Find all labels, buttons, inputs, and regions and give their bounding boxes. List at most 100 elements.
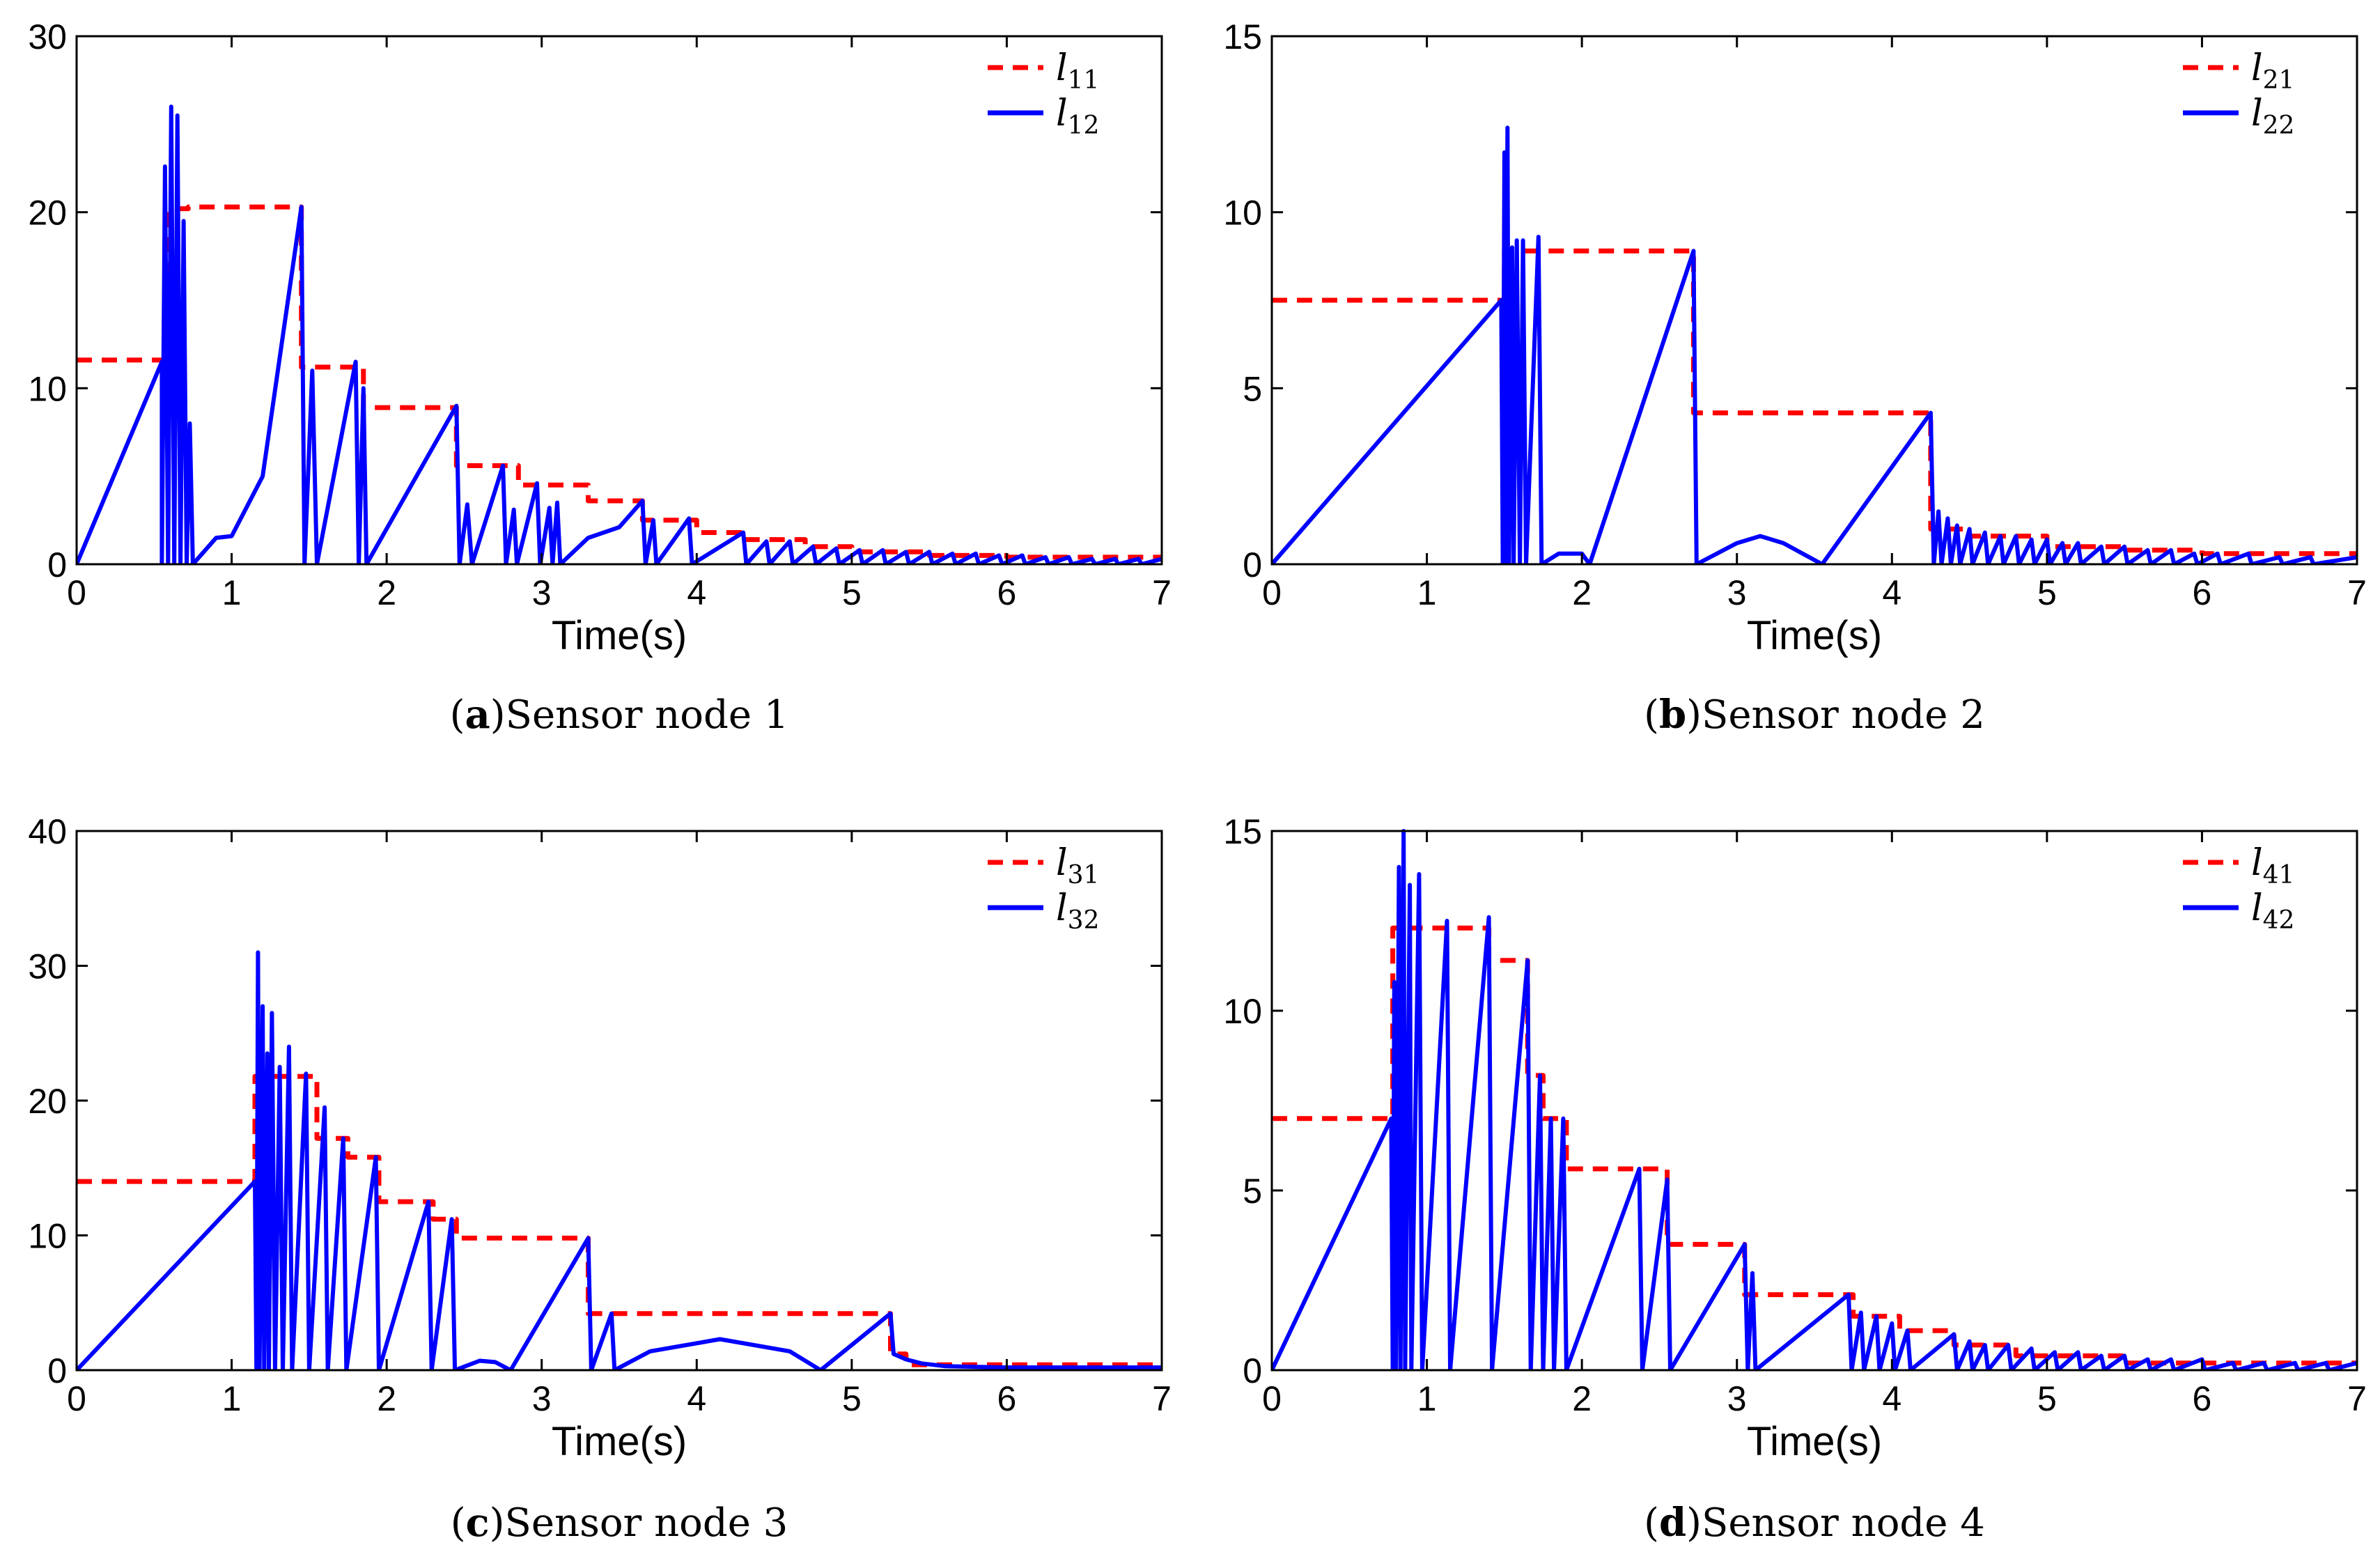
y-tick-label: 0 xyxy=(1243,545,1262,584)
legend-label-l42: l42 xyxy=(2251,887,2294,935)
series-line-l31 xyxy=(77,1073,1162,1367)
legend-label-l31: l31 xyxy=(1056,842,1099,890)
y-tick-label: 20 xyxy=(28,194,67,233)
y-tick-label: 10 xyxy=(1223,194,1262,233)
x-tick-label: 3 xyxy=(532,1379,552,1418)
x-tick-label: 5 xyxy=(842,573,862,612)
series-line-l42 xyxy=(1272,829,2357,1370)
panel-caption: (a)Sensor node 1 xyxy=(450,692,789,738)
legend-subscript: 11 xyxy=(1068,66,1100,95)
x-tick-label: 2 xyxy=(377,573,396,612)
x-tick-label: 3 xyxy=(1727,573,1747,612)
x-tick-label: 2 xyxy=(377,1379,396,1418)
caption-paren-open: ( xyxy=(1644,692,1659,738)
x-tick-label: 0 xyxy=(1262,1379,1282,1418)
x-tick-label: 6 xyxy=(997,1379,1017,1418)
x-tick-label: 3 xyxy=(1727,1379,1747,1418)
legend-symbol: l xyxy=(2251,887,2263,929)
legend-subscript: 41 xyxy=(2263,861,2295,890)
caption-tag: a xyxy=(465,692,490,738)
x-tick-label: 7 xyxy=(1152,573,1172,612)
x-tick-label: 7 xyxy=(2347,1379,2367,1418)
x-tick-label: 2 xyxy=(1572,573,1592,612)
x-axis-label: Time(s) xyxy=(1747,1419,1882,1464)
legend-symbol: l xyxy=(1056,842,1068,884)
x-tick-label: 2 xyxy=(1572,1379,1592,1418)
y-tick-label: 10 xyxy=(28,369,67,408)
caption-tag: d xyxy=(1659,1500,1686,1546)
x-tick-label: 1 xyxy=(222,1379,242,1418)
legend-symbol: l xyxy=(2251,93,2263,134)
x-tick-label: 7 xyxy=(1152,1379,1172,1418)
caption-paren-close: ) xyxy=(490,1500,505,1546)
caption-tag: c xyxy=(466,1500,490,1546)
series-line-l22 xyxy=(1272,125,2357,564)
x-tick-label: 5 xyxy=(2037,573,2057,612)
caption-paren-close: ) xyxy=(1686,692,1702,738)
legend-symbol: l xyxy=(2251,842,2263,884)
legend-symbol: l xyxy=(1056,887,1068,929)
y-tick-label: 15 xyxy=(1223,812,1262,851)
caption-text: Sensor node 4 xyxy=(1702,1500,1985,1546)
y-tick-label: 0 xyxy=(47,1351,67,1390)
legend-label-l21: l21 xyxy=(2251,47,2294,95)
caption-paren-close: ) xyxy=(1686,1500,1702,1546)
legend-subscript: 31 xyxy=(1068,861,1100,890)
x-tick-label: 5 xyxy=(2037,1379,2057,1418)
x-tick-label: 1 xyxy=(222,573,242,612)
x-axis-label: Time(s) xyxy=(552,1419,687,1464)
legend-label-l41: l41 xyxy=(2251,842,2294,890)
caption-tag: b xyxy=(1659,692,1686,738)
x-tick-label: 4 xyxy=(687,1379,706,1418)
series-line-l12 xyxy=(77,104,1162,564)
caption-paren-open: ( xyxy=(450,692,465,738)
y-tick-label: 20 xyxy=(28,1082,67,1121)
axes-frame xyxy=(75,35,1163,566)
y-tick-label: 5 xyxy=(1243,1172,1262,1211)
x-tick-label: 6 xyxy=(997,573,1017,612)
legend-subscript: 22 xyxy=(2263,111,2295,140)
legend-symbol: l xyxy=(1056,47,1068,89)
legend-subscript: 32 xyxy=(1068,906,1100,935)
series-line-l21 xyxy=(1272,248,2357,557)
x-tick-label: 6 xyxy=(2193,1379,2212,1418)
y-tick-label: 0 xyxy=(47,545,67,584)
legend-symbol: l xyxy=(1056,93,1068,134)
x-tick-label: 0 xyxy=(67,573,86,612)
y-tick-label: 30 xyxy=(28,947,67,986)
caption-text: Sensor node 1 xyxy=(506,692,789,738)
x-tick-label: 1 xyxy=(1417,1379,1437,1418)
x-tick-label: 6 xyxy=(2193,573,2212,612)
panel-caption: (b)Sensor node 2 xyxy=(1644,692,1985,738)
y-tick-label: 5 xyxy=(1243,369,1262,408)
legend-label-l22: l22 xyxy=(2251,93,2294,140)
axes-frame xyxy=(75,830,1163,1372)
legend-label-l32: l32 xyxy=(1056,887,1099,935)
x-tick-label: 5 xyxy=(842,1379,862,1418)
y-tick-label: 15 xyxy=(1223,17,1262,56)
caption-paren-open: ( xyxy=(451,1500,466,1546)
x-tick-label: 1 xyxy=(1417,573,1437,612)
y-tick-label: 10 xyxy=(1223,992,1262,1031)
x-tick-label: 4 xyxy=(687,573,706,612)
x-tick-label: 7 xyxy=(2347,573,2367,612)
panel-caption: (c)Sensor node 3 xyxy=(451,1500,788,1546)
x-tick-label: 0 xyxy=(1262,573,1282,612)
legend-subscript: 42 xyxy=(2263,906,2295,935)
legend-subscript: 21 xyxy=(2263,66,2295,95)
legend-label-l12: l12 xyxy=(1056,93,1099,140)
y-tick-label: 0 xyxy=(1243,1351,1262,1390)
caption-paren-open: ( xyxy=(1644,1500,1659,1546)
y-tick-label: 30 xyxy=(28,17,67,56)
series-line-l32 xyxy=(77,950,1162,1370)
legend-subscript: 12 xyxy=(1068,111,1100,140)
axes-frame xyxy=(1270,35,2358,566)
legend-label-l11: l11 xyxy=(1056,47,1099,95)
